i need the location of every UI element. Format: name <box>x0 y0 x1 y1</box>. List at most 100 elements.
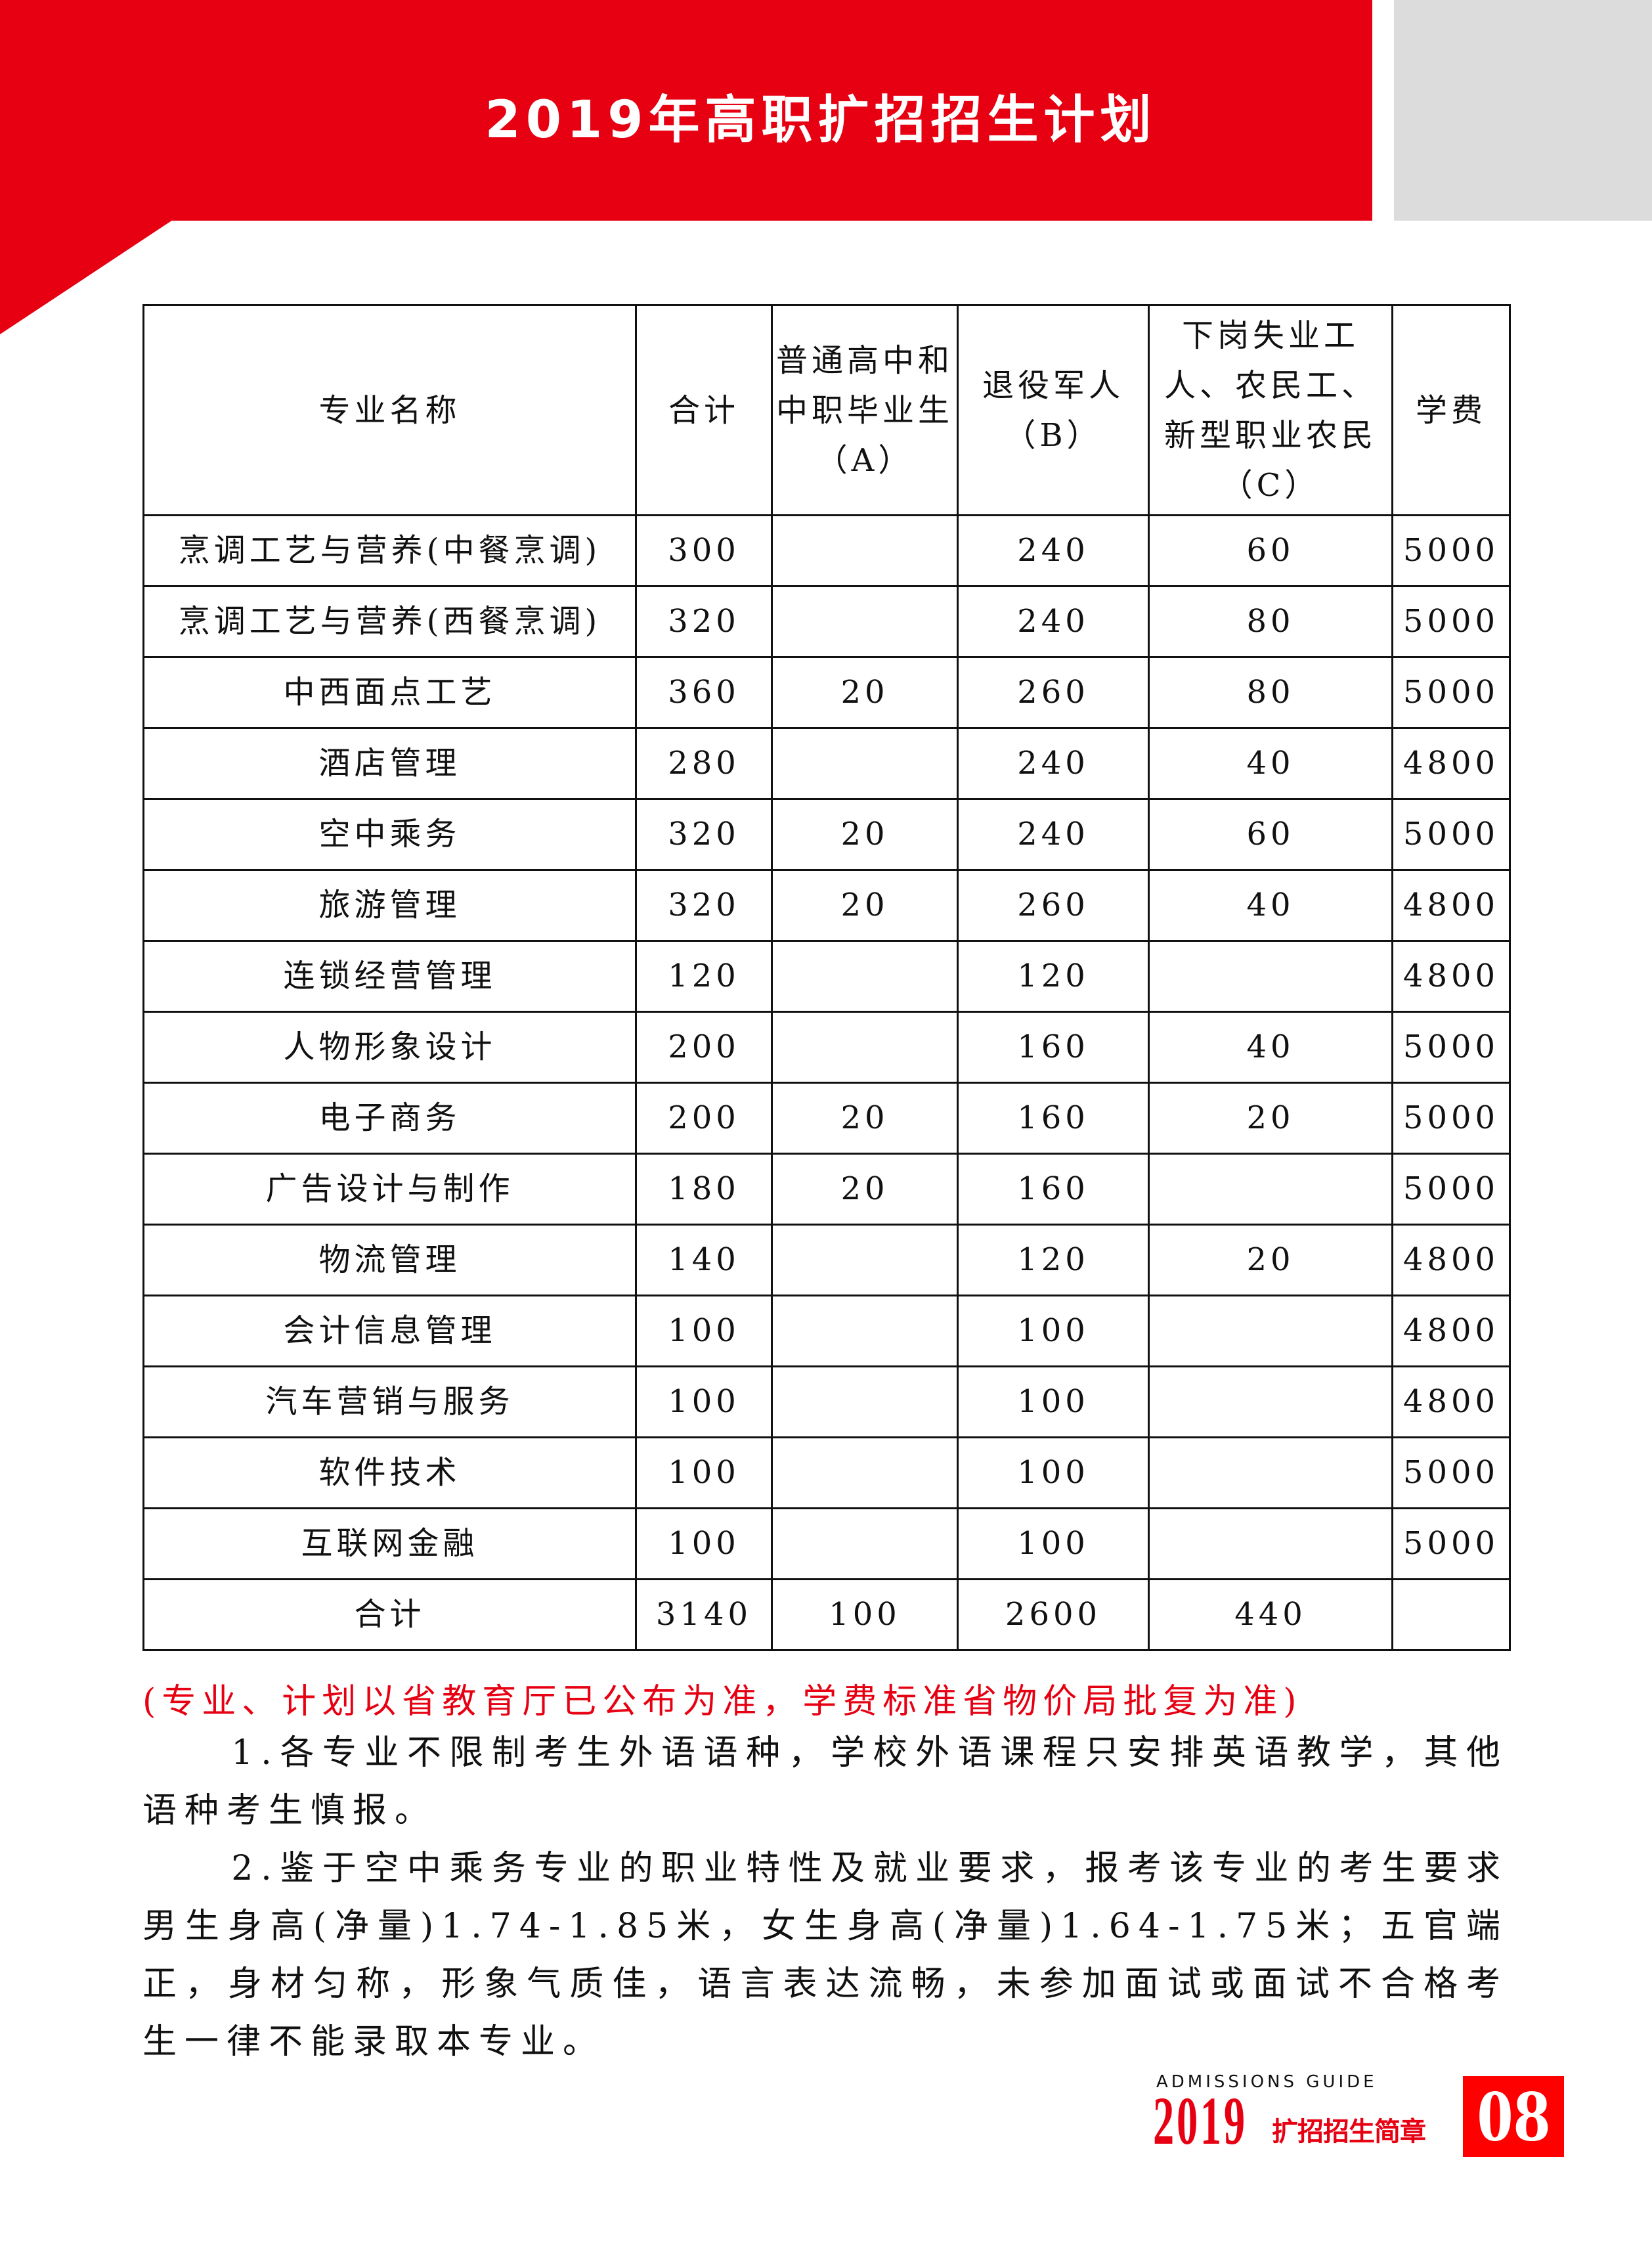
table-row: 物流管理 140 120 20 4800 <box>142 1224 1511 1296</box>
table-cell: 人物形象设计 <box>142 1011 637 1084</box>
table-cell: 20 <box>771 1153 959 1226</box>
table-row: 会计信息管理 100 100 4800 <box>142 1295 1511 1367</box>
table-cell: 60 <box>1148 798 1393 871</box>
table-cell: 240 <box>957 514 1150 587</box>
table-cell: 5000 <box>1391 656 1511 729</box>
table-cell: 100 <box>635 1436 773 1509</box>
table-cell: 4800 <box>1391 727 1511 800</box>
table-note: (专业、计划以省教育厅已公布为准，学费标准省物价局批复为准) <box>142 1682 1303 1721</box>
column-header: 专业名称 <box>142 304 637 516</box>
paragraph-1: 1.各专业不限制考生外语语种，学校外语课程只安排英语教学，其他语种考生慎报。 <box>142 1733 1508 1830</box>
table-cell: 440 <box>1148 1578 1393 1651</box>
table-cell <box>771 727 959 800</box>
table-cell <box>771 940 959 1013</box>
table-cell: 20 <box>771 656 959 729</box>
table-cell: 旅游管理 <box>142 869 637 942</box>
table-cell <box>771 1507 959 1580</box>
table-cell: 空中乘务 <box>142 798 637 871</box>
table-cell: 140 <box>635 1224 773 1296</box>
table-cell: 260 <box>957 656 1150 729</box>
table-cell: 240 <box>957 727 1150 800</box>
table-cell: 5000 <box>1391 798 1511 871</box>
column-header: 合计 <box>635 304 773 516</box>
footer-year: 2019 <box>1153 2083 1248 2159</box>
table-cell: 烹调工艺与营养(西餐烹调) <box>142 585 637 658</box>
table-cell: 5000 <box>1391 1011 1511 1084</box>
table-cell: 酒店管理 <box>142 727 637 800</box>
table-cell <box>1148 1436 1393 1509</box>
table-cell <box>771 585 959 658</box>
table-row: 软件技术 100 100 5000 <box>142 1436 1511 1509</box>
table-cell: 5000 <box>1391 514 1511 587</box>
column-header: 退役军人（B） <box>957 304 1150 516</box>
table-cell: 300 <box>635 514 773 587</box>
table-cell: 40 <box>1148 727 1393 800</box>
table-row: 中西面点工艺 360 20 260 80 5000 <box>142 656 1511 729</box>
page-number: 08 <box>1463 2076 1564 2157</box>
table-cell: 5000 <box>1391 585 1511 658</box>
column-header: 普通高中和中职毕业生（A） <box>771 304 959 516</box>
table-row: 空中乘务 320 20 240 60 5000 <box>142 798 1511 871</box>
table-cell: 软件技术 <box>142 1436 637 1509</box>
table-cell: 260 <box>957 869 1150 942</box>
table-cell: 100 <box>635 1365 773 1438</box>
table-cell: 4800 <box>1391 1365 1511 1438</box>
table-cell <box>1148 940 1393 1013</box>
page-title: 2019年高职扩招招生计划 <box>485 91 1157 150</box>
table-cell <box>771 514 959 587</box>
header-banner <box>0 0 1372 221</box>
table-cell: 100 <box>771 1578 959 1651</box>
table-cell: 物流管理 <box>142 1224 637 1296</box>
table-cell <box>1148 1507 1393 1580</box>
table-cell: 4800 <box>1391 940 1511 1013</box>
footer-guide-label: ADMISSIONS GUIDE <box>1156 2072 1378 2092</box>
table-cell: 200 <box>635 1082 773 1155</box>
table-cell: 100 <box>957 1436 1150 1509</box>
table-cell: 40 <box>1148 869 1393 942</box>
table-cell: 180 <box>635 1153 773 1226</box>
table-cell: 烹调工艺与营养(中餐烹调) <box>142 514 637 587</box>
table-row: 汽车营销与服务 100 100 4800 <box>142 1365 1511 1438</box>
table-row: 酒店管理 280 240 40 4800 <box>142 727 1511 800</box>
table-row: 人物形象设计 200 160 40 5000 <box>142 1011 1511 1084</box>
table-cell: 5000 <box>1391 1507 1511 1580</box>
table-cell <box>771 1011 959 1084</box>
table-cell <box>771 1295 959 1367</box>
table-cell <box>1148 1365 1393 1438</box>
table-cell: 80 <box>1148 585 1393 658</box>
table-header-row: 专业名称 合计 普通高中和中职毕业生（A） 退役军人（B） 下岗失业工人、农民工、新型职… <box>142 304 1511 516</box>
table-cell: 20 <box>771 869 959 942</box>
table-cell: 160 <box>957 1153 1150 1226</box>
table-cell: 合计 <box>142 1578 637 1651</box>
table-cell: 40 <box>1148 1011 1393 1084</box>
table-row: 电子商务 200 20 160 20 5000 <box>142 1082 1511 1155</box>
table-cell: 160 <box>957 1011 1150 1084</box>
table-cell: 互联网金融 <box>142 1507 637 1580</box>
table-cell: 320 <box>635 869 773 942</box>
footer-subtitle: 扩招招生简章 <box>1272 2117 1426 2147</box>
table-cell: 5000 <box>1391 1082 1511 1155</box>
table-cell: 100 <box>635 1507 773 1580</box>
table-cell: 120 <box>957 940 1150 1013</box>
table-cell: 80 <box>1148 656 1393 729</box>
table-cell: 会计信息管理 <box>142 1295 637 1367</box>
table-cell: 280 <box>635 727 773 800</box>
table-cell: 4800 <box>1391 1295 1511 1367</box>
table-cell: 360 <box>635 656 773 729</box>
table-cell: 5000 <box>1391 1436 1511 1509</box>
table-cell: 连锁经营管理 <box>142 940 637 1013</box>
table-cell <box>771 1436 959 1509</box>
table-cell: 160 <box>957 1082 1150 1155</box>
table-row: 广告设计与制作 180 20 160 5000 <box>142 1153 1511 1226</box>
table-row: 烹调工艺与营养(西餐烹调) 320 240 80 5000 <box>142 585 1511 658</box>
table-cell: 100 <box>957 1507 1150 1580</box>
table-cell: 20 <box>771 1082 959 1155</box>
table-cell: 广告设计与制作 <box>142 1153 637 1226</box>
table-cell: 240 <box>957 585 1150 658</box>
table-row: 旅游管理 320 20 260 40 4800 <box>142 869 1511 942</box>
table-cell: 120 <box>635 940 773 1013</box>
table-cell <box>1148 1153 1393 1226</box>
table-cell: 200 <box>635 1011 773 1084</box>
table-row: 连锁经营管理 120 120 4800 <box>142 940 1511 1013</box>
table-row: 烹调工艺与营养(中餐烹调) 300 240 60 5000 <box>142 514 1511 587</box>
